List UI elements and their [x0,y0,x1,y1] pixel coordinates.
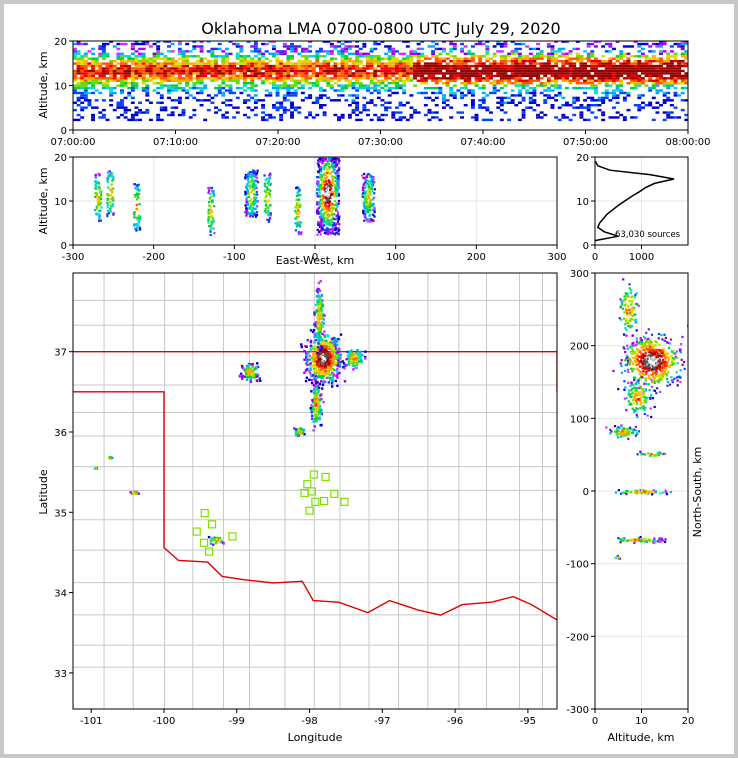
lma-site-marker [319,496,329,506]
lma-site-marker [200,508,209,518]
north-south-ylabel: North-South, km [691,447,704,538]
time-height-ylabel: Altitude, km [37,51,50,118]
north-south-xtick: 20 [682,716,695,727]
north-south-xtick: 10 [635,716,648,727]
latitude-tick: 33 [54,669,67,680]
lma-site-marker [300,488,309,498]
longitude-tick: -96 [447,716,463,727]
east-west-xtick: 100 [386,252,405,263]
east-west-altitude-panel: Altitude, km East-West, km [37,156,558,267]
plan-view-ylabel: Latitude [37,469,50,515]
east-west-xtick: 300 [547,252,566,263]
time-height-ytick: 10 [54,82,67,93]
east-west-xtick: -100 [223,252,246,263]
lma-site-marker [199,538,209,547]
east-west-xtick: -200 [142,252,165,263]
north-south-ytick: 300 [570,269,589,280]
east-west-xlabel: East-West, km [276,254,354,267]
lma-site-marker [330,489,339,498]
figure-title: Oklahoma LMA 0700-0800 UTC July 29, 2020 [201,19,560,38]
time-tick-label: 07:10:00 [153,137,198,148]
lma-figure: Oklahoma LMA 0700-0800 UTC July 29, 2020… [37,19,711,744]
time-height-panel: Altitude, km [37,40,689,131]
longitude-tick: -98 [301,716,317,727]
latitude-tick: 35 [54,508,67,519]
north-south-xlabel: Altitude, km [607,731,674,744]
lma-site-marker [207,520,217,529]
altitude-histogram-panel: 63,030 sources [594,156,689,246]
histogram-ytick: 20 [576,153,589,164]
lma-site-marker [205,547,214,556]
east-west-ytick: 20 [54,153,67,164]
east-west-ytick: 0 [61,241,67,252]
longitude-tick: -97 [374,716,390,727]
source-count-annotation: 63,030 sources [615,230,681,240]
north-south-ytick: -100 [566,560,589,571]
plan-view-panel: Latitude Longitude [37,272,558,744]
altitude-north-south-panel: North-South, km Altitude, km [594,272,704,744]
longitude-tick: -101 [80,716,103,727]
histogram-ytick: 10 [576,197,589,208]
east-west-ytick: 10 [54,197,67,208]
plan-view-xlabel: Longitude [288,731,343,744]
longitude-tick: -95 [520,716,536,727]
east-west-ylabel: Altitude, km [37,167,50,234]
lma-site-marker [309,470,319,479]
east-west-xtick: 200 [467,252,486,263]
lma-site-marker [228,532,237,541]
longitude-tick: -100 [153,716,176,727]
time-height-ytick: 0 [61,126,67,137]
histogram-ytick: 0 [583,241,589,252]
time-tick-label: 07:40:00 [461,137,506,148]
north-south-ytick: -300 [566,705,589,716]
east-west-xtick: -300 [62,252,85,263]
histogram-line [594,161,675,242]
north-south-ytick: 100 [570,414,589,425]
longitude-tick: -99 [229,716,245,727]
state-border-south [73,391,557,621]
lma-site-marker [192,527,201,536]
lma-site-marker [321,472,330,482]
time-height-ytick: 20 [54,37,67,48]
north-south-ytick: 200 [570,342,589,353]
time-tick-label: 08:00:00 [666,137,711,148]
figure-frame: Oklahoma LMA 0700-0800 UTC July 29, 2020… [4,4,734,754]
latitude-tick: 34 [54,589,67,600]
north-south-xtick: 0 [592,716,598,727]
north-south-ytick: 0 [583,487,589,498]
lma-site-marker [311,497,320,506]
time-tick-label: 07:30:00 [358,137,403,148]
lma-site-marker [305,506,314,515]
time-tick-label: 07:50:00 [563,137,608,148]
lma-site-marker [303,480,312,489]
time-tick-label: 07:00:00 [51,137,96,148]
time-tick-label: 07:20:00 [256,137,301,148]
histogram-xtick: 1000 [629,252,654,263]
lma-site-marker [340,497,349,506]
north-south-ytick: -200 [566,632,589,643]
latitude-tick: 37 [54,348,67,359]
latitude-tick: 36 [54,428,67,439]
histogram-xtick: 0 [592,252,598,263]
east-west-xtick: 0 [312,252,318,263]
